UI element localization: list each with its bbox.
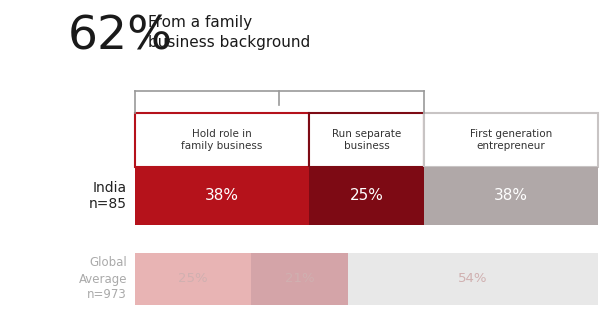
Text: Hold role in
family business: Hold role in family business xyxy=(181,129,263,151)
Text: 25%: 25% xyxy=(178,272,207,285)
Text: Global
Average
n=973: Global Average n=973 xyxy=(79,256,127,301)
Text: 25%: 25% xyxy=(350,188,384,203)
Bar xyxy=(424,113,598,167)
Bar xyxy=(135,113,309,167)
Text: Run separate
business: Run separate business xyxy=(332,129,401,151)
Text: 38%: 38% xyxy=(205,188,239,203)
Text: From a family
business background: From a family business background xyxy=(148,15,310,50)
Bar xyxy=(135,167,309,225)
Bar xyxy=(251,253,348,305)
Bar xyxy=(348,253,598,305)
Bar xyxy=(424,167,598,225)
Text: 21%: 21% xyxy=(284,272,314,285)
Text: India
n=85: India n=85 xyxy=(89,181,127,211)
Bar xyxy=(135,253,251,305)
Text: 62%: 62% xyxy=(68,15,173,60)
Bar xyxy=(309,113,424,167)
Text: 38%: 38% xyxy=(494,188,528,203)
Bar xyxy=(309,167,424,225)
Text: 54%: 54% xyxy=(458,272,488,285)
Text: First generation
entrepreneur: First generation entrepreneur xyxy=(470,129,552,151)
